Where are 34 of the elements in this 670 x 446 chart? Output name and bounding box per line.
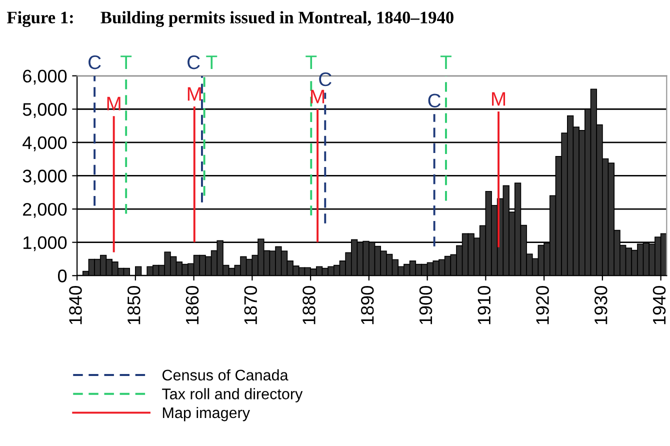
annotation: M — [492, 92, 506, 106]
annotation: M — [311, 90, 324, 104]
x-tick-label: 1870 — [244, 286, 258, 324]
annotation: T — [306, 56, 317, 70]
x-tick-label: 1920 — [536, 286, 549, 324]
x-tick-label: 1850 — [127, 286, 140, 324]
x-tick-label: 1860 — [186, 286, 199, 324]
legend-label: Tax roll and directory — [162, 388, 303, 402]
x-tick-label: 1930 — [594, 286, 608, 324]
x-tick-label: 1840 — [69, 286, 82, 324]
x-tick-label: 1900 — [419, 286, 432, 324]
y-tick-label: 4,000 — [22, 136, 67, 152]
annotation: C — [88, 55, 101, 70]
x-tick-label: 1910 — [478, 286, 491, 324]
legend-label: Census of Canada — [162, 369, 288, 381]
annotation: M — [188, 87, 201, 101]
chart-title: Figure 1: Building permits issued in Montreal, 1840–1940 — [6, 11, 454, 28]
y-tick-label: 5,000 — [22, 103, 67, 118]
x-tick-label: 1940 — [652, 286, 666, 324]
annotation: C — [319, 72, 332, 86]
y-tick-label: 3,000 — [22, 170, 67, 185]
y-tick-label: 1,000 — [24, 236, 67, 252]
y-tick-label: 0 — [58, 270, 67, 282]
annotation: T — [120, 56, 132, 70]
legend-label: Map imagery — [162, 406, 250, 422]
x-tick-label: 1880 — [302, 286, 316, 324]
annotation: M — [107, 96, 120, 110]
annotation: C — [428, 94, 441, 108]
y-tick-label: 2,000 — [23, 202, 67, 218]
x-tick-label: 1890 — [360, 286, 374, 324]
annotation: T — [440, 56, 452, 70]
annotation: C — [188, 55, 200, 70]
y-tick-label: 6,000 — [23, 70, 67, 85]
annotation: T — [206, 56, 218, 70]
